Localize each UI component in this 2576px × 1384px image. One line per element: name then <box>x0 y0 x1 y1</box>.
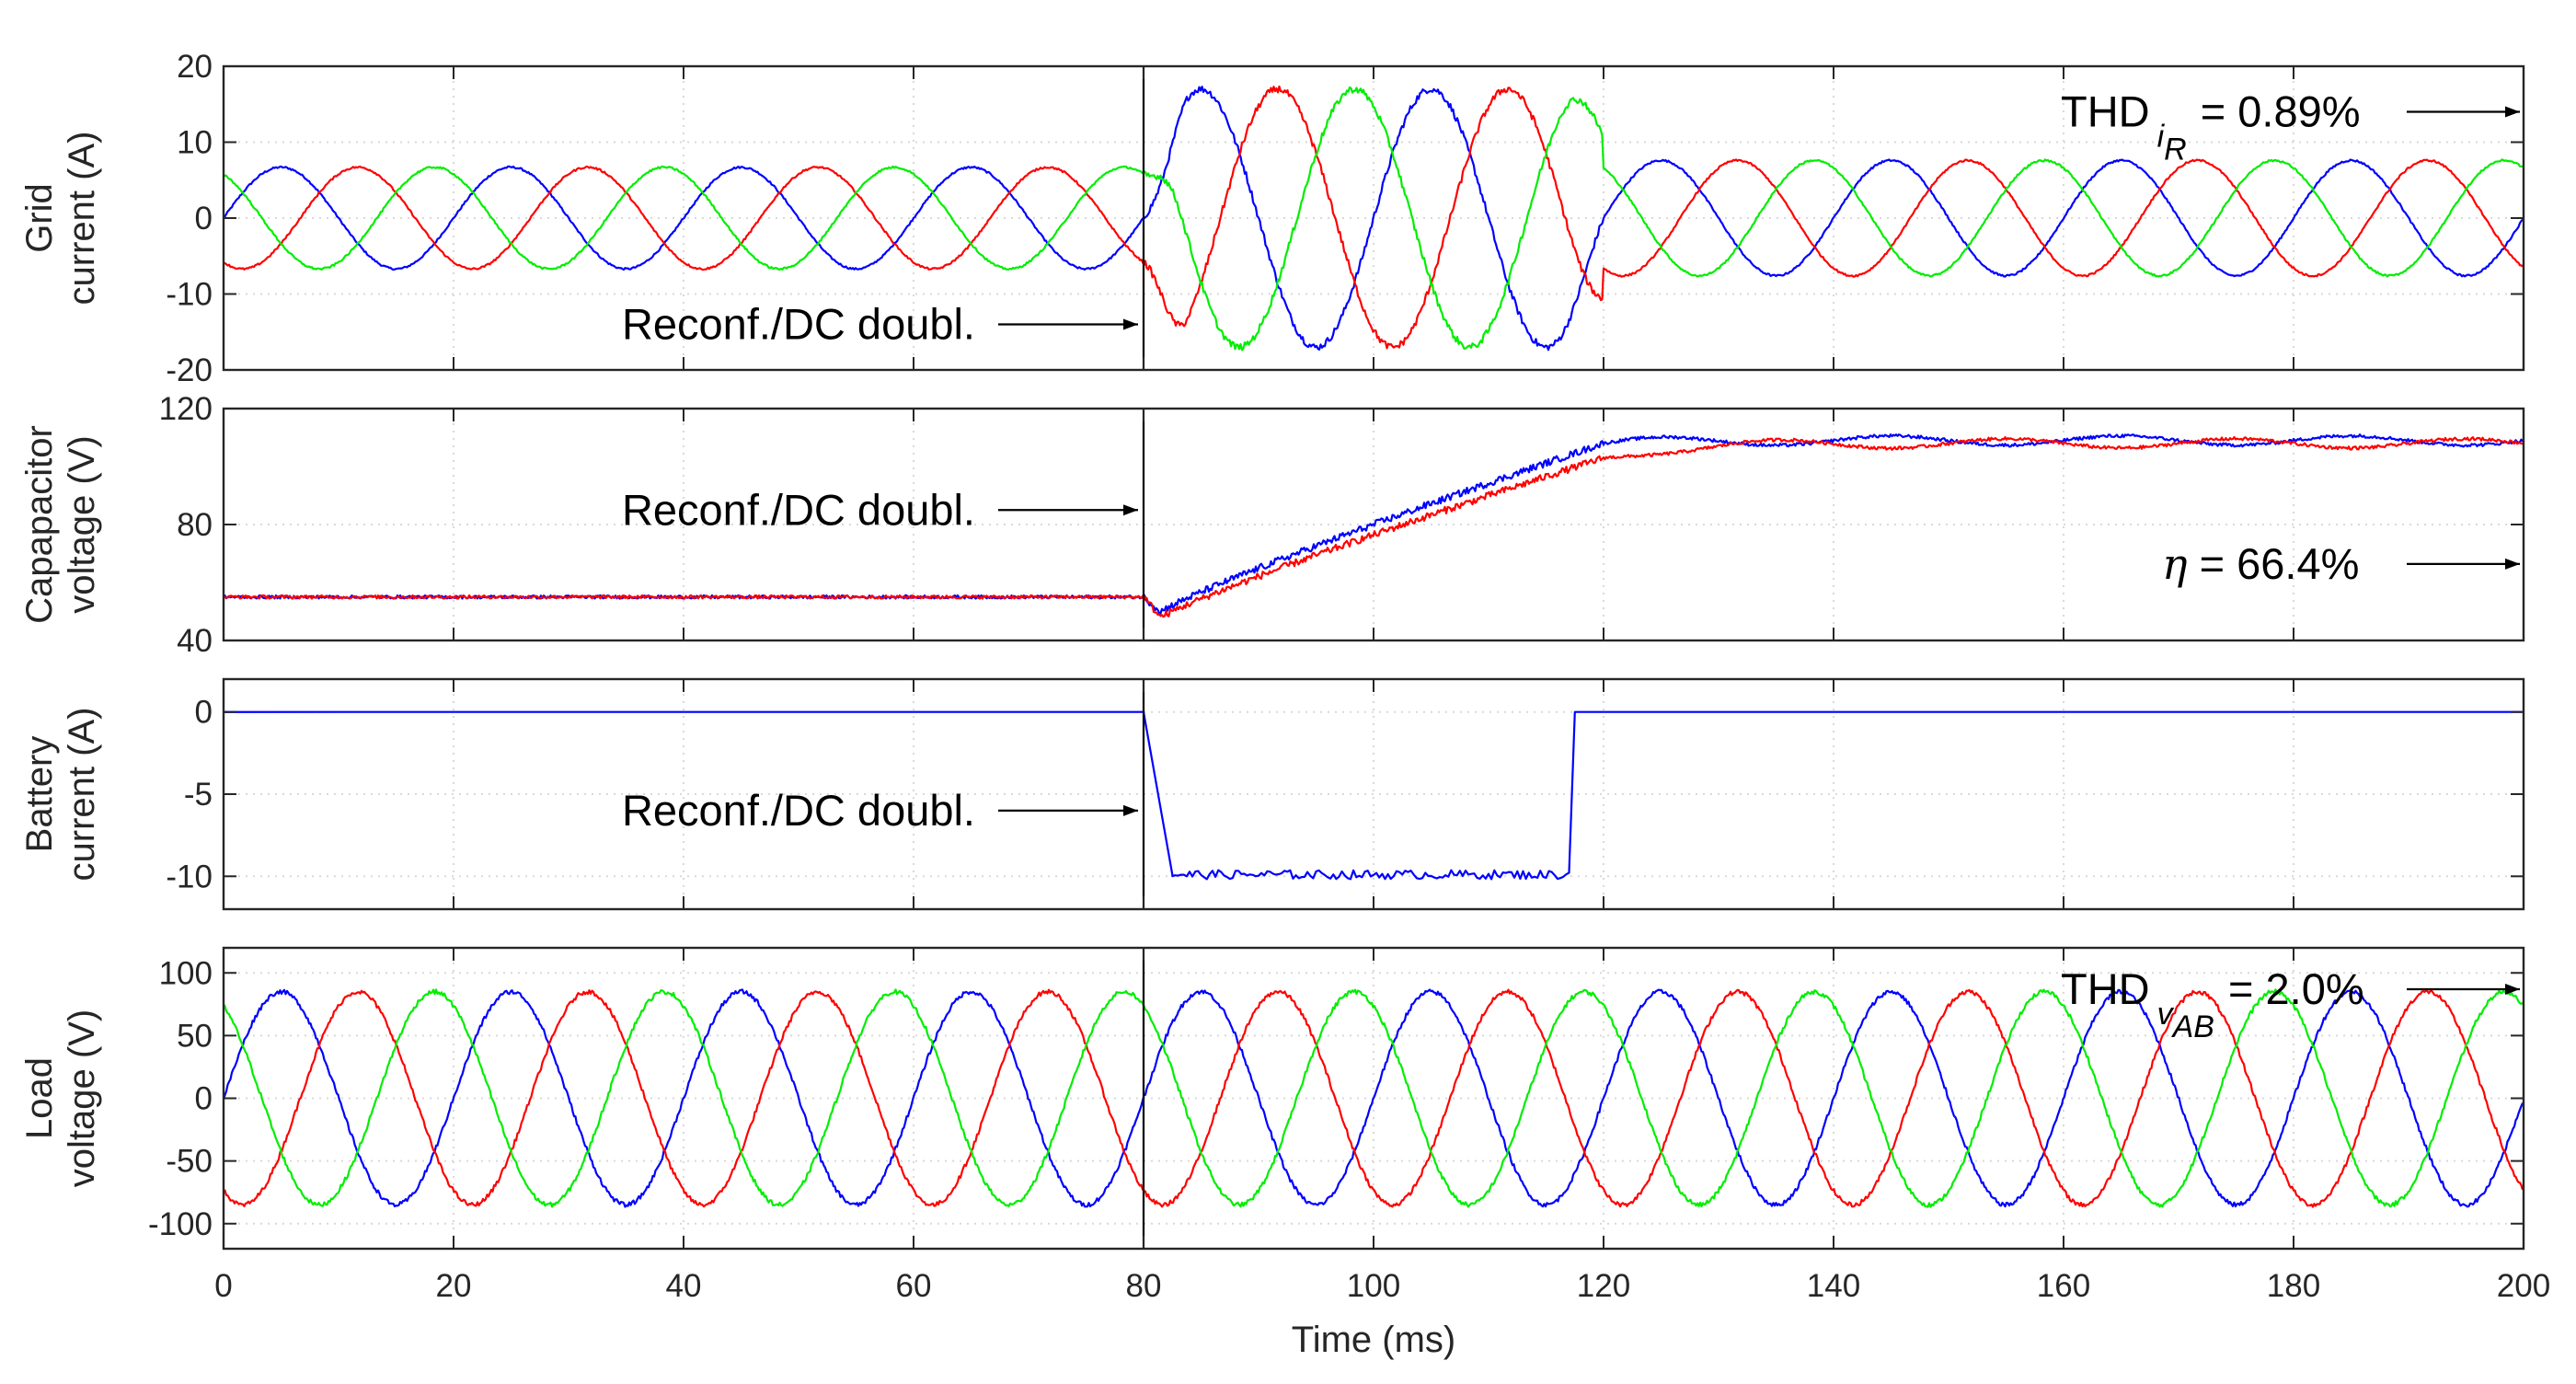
y-axis-title-line: current (A) <box>62 708 102 882</box>
panel-grid: -20 -10 0 10 20 Gridcurrent (A) Reconf./DC dou… <box>19 49 2525 388</box>
xtick-label: 160 <box>2037 1268 2090 1304</box>
ytick-label: 100 <box>159 955 213 991</box>
ytick-label: 20 <box>177 49 213 85</box>
series-phase-c <box>223 86 2524 352</box>
ytick-label: 0 <box>195 201 213 236</box>
ytick-label: 0 <box>195 695 213 731</box>
thd-value: = 2.0% <box>2216 964 2364 1013</box>
ytick-label: -50 <box>166 1144 213 1180</box>
xtick-label: 80 <box>1126 1268 1162 1304</box>
thd-subscript: i <box>2157 120 2166 155</box>
xtick-label: 60 <box>896 1268 932 1304</box>
series-v-a <box>222 988 2524 1208</box>
xtick-label: 40 <box>666 1268 702 1304</box>
event-annotation: Reconf./DC doubl. <box>622 485 975 534</box>
ytick-label: 40 <box>177 623 213 659</box>
y-axis-title: Loadvoltage (V) <box>19 1009 102 1187</box>
y-axis-title-line: voltage (V) <box>62 1009 102 1187</box>
ytick-label: 50 <box>177 1018 213 1054</box>
thd-subsubscript: AB <box>2171 1009 2214 1044</box>
ytick-label: -10 <box>166 859 213 894</box>
xtick-label: 20 <box>436 1268 472 1304</box>
panel-cap: 40 80 120 Capapacitorvoltage (V) Reconf./DC … <box>19 391 2525 659</box>
y-axis-title-line: Grid <box>19 183 60 253</box>
thd-label: THD <box>2061 964 2150 1013</box>
x-axis-title: Time (ms) <box>1292 1320 1455 1360</box>
ytick-label: 10 <box>177 125 213 161</box>
y-axis-title-line: current (A) <box>62 132 102 306</box>
ytick-label: -20 <box>166 352 213 388</box>
ytick-label: 0 <box>195 1081 213 1117</box>
thd-annotation: THDiR = 0.89% <box>2061 87 2361 167</box>
ytick-label: 120 <box>159 391 213 427</box>
y-axis-title: Capapacitorvoltage (V) <box>19 425 102 624</box>
y-axis-title-line: Capapacitor <box>19 425 60 624</box>
eta-symbol: η <box>2162 539 2188 589</box>
series-v-c <box>223 988 2524 1208</box>
thd-value: = 0.89% <box>2189 87 2361 136</box>
panel-batt: -10 -5 0 Batterycurrent (A) Reconf./DC doubl… <box>19 677 2525 911</box>
y-axis-title-line: voltage (V) <box>62 435 102 613</box>
series-v-b <box>223 988 2524 1208</box>
xtick-label: 200 <box>2497 1268 2550 1304</box>
xtick-label: 180 <box>2267 1268 2320 1304</box>
series-phase-b <box>223 85 2524 350</box>
eta-value: = 66.4% <box>2188 539 2360 588</box>
y-axis-title-line: Load <box>19 1057 60 1139</box>
y-axis-title-line: Battery <box>19 736 60 853</box>
ytick-label: 80 <box>177 507 213 543</box>
thd-label: THD <box>2061 87 2150 136</box>
thd-annotation: THDvAB = 2.0% <box>2061 964 2364 1044</box>
ytick-label: -10 <box>166 277 213 313</box>
panel-load: -100 -50 0 50 100 0 20 40 60 80 100 120 140 160 180 200… <box>19 946 2550 1360</box>
event-annotation: Reconf./DC doubl. <box>622 300 975 349</box>
xtick-label: 100 <box>1347 1268 1400 1304</box>
ytick-label: -5 <box>184 777 213 813</box>
ytick-label: -100 <box>148 1206 213 1242</box>
xtick-label: 120 <box>1577 1268 1630 1304</box>
xtick-label: 0 <box>214 1268 232 1304</box>
y-axis-title: Gridcurrent (A) <box>19 132 102 306</box>
series-battery <box>223 710 2524 881</box>
series-phase-a <box>223 86 2524 352</box>
xtick-label: 140 <box>1807 1268 1860 1304</box>
event-annotation: Reconf./DC doubl. <box>622 786 975 835</box>
series-cap-2 <box>223 436 2523 618</box>
thd-subscript: v <box>2157 997 2175 1032</box>
thd-subsubscript: R <box>2164 133 2187 167</box>
eta-annotation: η = 66.4% <box>2162 539 2359 589</box>
y-axis-title: Batterycurrent (A) <box>19 708 102 882</box>
